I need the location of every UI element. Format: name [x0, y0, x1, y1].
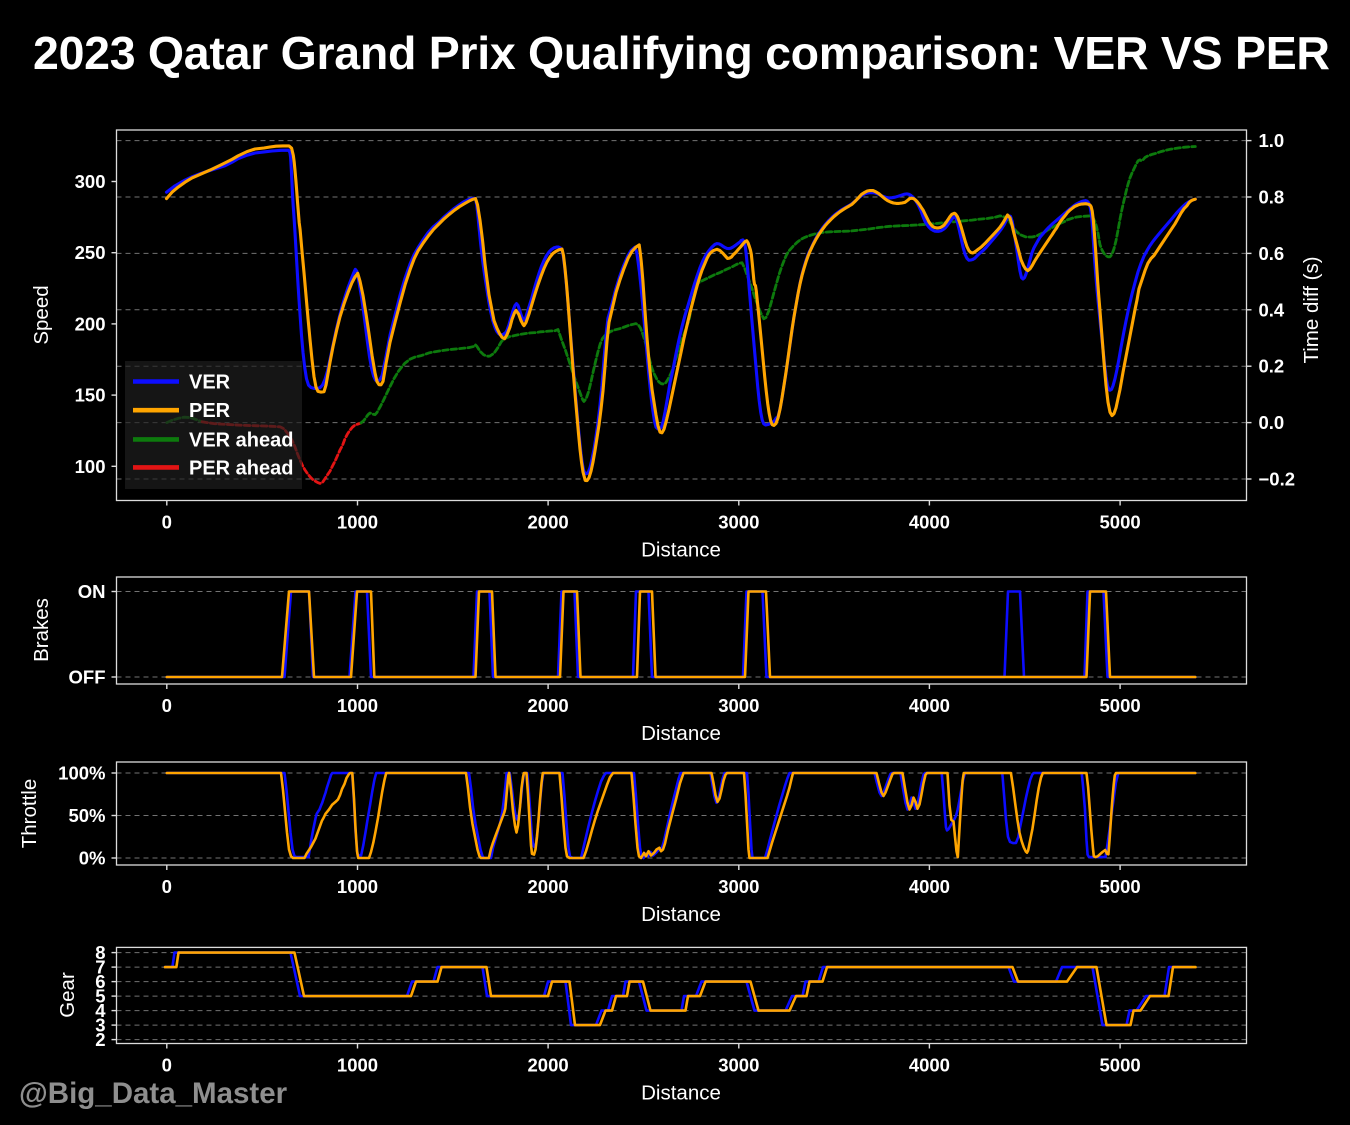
- svg-text:3: 3: [95, 1015, 105, 1036]
- svg-text:Distance: Distance: [641, 1082, 721, 1105]
- svg-text:5000: 5000: [1100, 695, 1141, 716]
- svg-text:50%: 50%: [68, 805, 105, 826]
- svg-text:2: 2: [95, 1029, 105, 1050]
- svg-text:2000: 2000: [528, 1055, 569, 1076]
- svg-text:0.8: 0.8: [1259, 187, 1285, 208]
- svg-text:0: 0: [162, 876, 172, 897]
- svg-text:5: 5: [95, 986, 105, 1007]
- svg-text:Brakes: Brakes: [30, 598, 53, 662]
- svg-text:2000: 2000: [528, 695, 569, 716]
- svg-text:6: 6: [95, 971, 105, 992]
- svg-text:2023 Qatar Grand Prix Qualifyi: 2023 Qatar Grand Prix Qualifying compari…: [33, 27, 1330, 79]
- svg-text:0%: 0%: [79, 848, 106, 869]
- svg-text:4: 4: [95, 1000, 106, 1021]
- svg-text:0.0: 0.0: [1259, 412, 1285, 433]
- svg-text:100: 100: [75, 456, 106, 477]
- svg-text:3000: 3000: [718, 876, 759, 897]
- svg-text:Throttle: Throttle: [18, 779, 41, 849]
- svg-text:ON: ON: [78, 581, 106, 602]
- svg-text:VER: VER: [189, 372, 231, 394]
- svg-text:Distance: Distance: [641, 903, 721, 926]
- svg-text:−0.2: −0.2: [1259, 469, 1296, 490]
- svg-text:5000: 5000: [1100, 876, 1141, 897]
- svg-text:3000: 3000: [718, 1055, 759, 1076]
- svg-text:0: 0: [162, 1055, 172, 1076]
- svg-text:4000: 4000: [909, 876, 950, 897]
- svg-text:Time diff (s): Time diff (s): [1300, 256, 1323, 363]
- svg-text:100%: 100%: [58, 763, 105, 784]
- svg-text:Speed: Speed: [30, 285, 53, 344]
- svg-text:250: 250: [75, 242, 106, 263]
- svg-text:1000: 1000: [337, 512, 378, 533]
- svg-text:1000: 1000: [337, 695, 378, 716]
- svg-text:8: 8: [95, 942, 105, 963]
- svg-text:4000: 4000: [909, 695, 950, 716]
- svg-text:@Big_Data_Master: @Big_Data_Master: [19, 1077, 288, 1110]
- svg-text:Distance: Distance: [641, 722, 721, 745]
- svg-text:200: 200: [75, 313, 106, 334]
- svg-text:2000: 2000: [528, 512, 569, 533]
- svg-text:1000: 1000: [337, 1055, 378, 1076]
- svg-text:5000: 5000: [1100, 1055, 1141, 1076]
- svg-text:4000: 4000: [909, 1055, 950, 1076]
- svg-text:VER ahead: VER ahead: [189, 429, 293, 451]
- svg-text:150: 150: [75, 385, 106, 406]
- svg-text:0: 0: [162, 512, 172, 533]
- svg-text:300: 300: [75, 171, 106, 192]
- svg-text:OFF: OFF: [69, 667, 106, 688]
- svg-text:7: 7: [95, 957, 105, 978]
- svg-text:3000: 3000: [718, 512, 759, 533]
- svg-text:Gear: Gear: [56, 972, 79, 1018]
- svg-text:Distance: Distance: [641, 539, 721, 562]
- svg-text:3000: 3000: [718, 695, 759, 716]
- svg-text:0.6: 0.6: [1259, 243, 1285, 264]
- svg-text:PER: PER: [189, 400, 231, 422]
- svg-text:1.0: 1.0: [1259, 130, 1285, 151]
- svg-text:2000: 2000: [528, 876, 569, 897]
- svg-text:1000: 1000: [337, 876, 378, 897]
- svg-text:PER ahead: PER ahead: [189, 457, 293, 479]
- svg-text:0: 0: [162, 695, 172, 716]
- svg-text:4000: 4000: [909, 512, 950, 533]
- svg-text:0.4: 0.4: [1259, 299, 1285, 320]
- svg-text:5000: 5000: [1100, 512, 1141, 533]
- svg-text:0.2: 0.2: [1259, 356, 1285, 377]
